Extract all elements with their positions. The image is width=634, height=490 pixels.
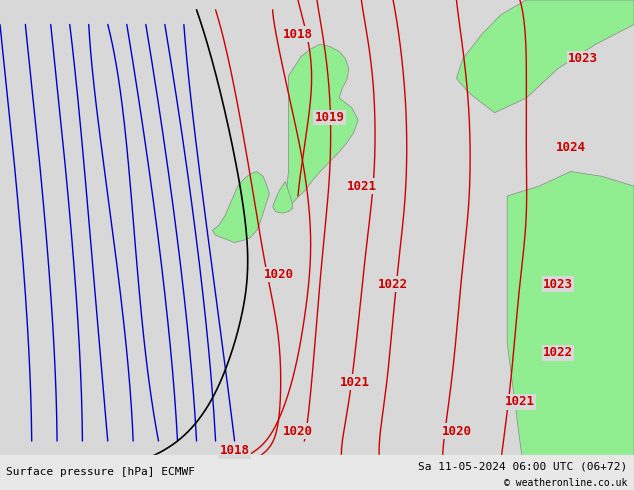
Text: 1020: 1020 xyxy=(264,268,294,281)
Text: 1018: 1018 xyxy=(283,28,313,41)
Text: 1021: 1021 xyxy=(346,180,377,193)
Polygon shape xyxy=(212,172,269,243)
Text: 1023: 1023 xyxy=(543,278,573,291)
Text: 1022: 1022 xyxy=(378,278,408,291)
Text: 1021: 1021 xyxy=(340,376,370,389)
Text: 1023: 1023 xyxy=(568,52,598,65)
Text: 1018: 1018 xyxy=(219,444,250,457)
Bar xyxy=(0,455,634,490)
Text: Surface pressure [hPa] ECMWF: Surface pressure [hPa] ECMWF xyxy=(6,467,195,477)
Polygon shape xyxy=(507,172,634,490)
Text: © weatheronline.co.uk: © weatheronline.co.uk xyxy=(504,478,628,488)
Text: 1020: 1020 xyxy=(441,425,472,438)
Text: 1024: 1024 xyxy=(555,141,586,153)
Text: Sa 11-05-2024 06:00 UTC (06+72): Sa 11-05-2024 06:00 UTC (06+72) xyxy=(418,462,628,471)
Text: 1020: 1020 xyxy=(283,425,313,438)
Text: 1021: 1021 xyxy=(505,395,535,408)
Polygon shape xyxy=(273,181,293,213)
Text: 1019: 1019 xyxy=(314,111,345,124)
Polygon shape xyxy=(284,44,358,211)
Polygon shape xyxy=(456,0,634,113)
Text: 1022: 1022 xyxy=(543,346,573,359)
